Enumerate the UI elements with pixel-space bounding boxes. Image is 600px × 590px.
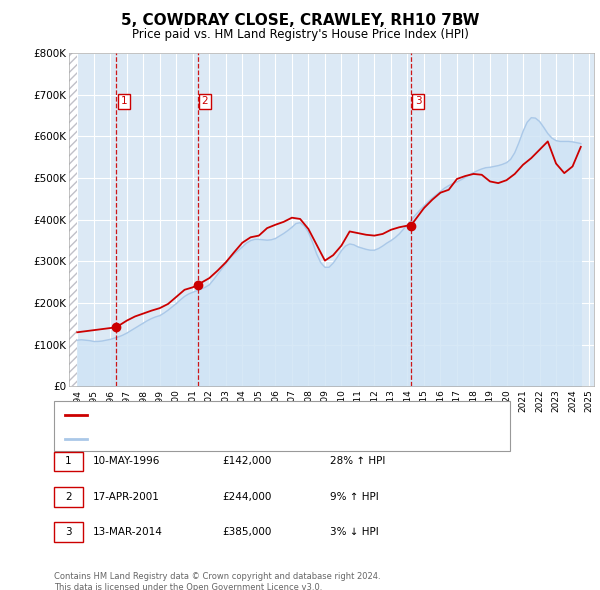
Text: 2: 2	[65, 492, 72, 502]
Text: £385,000: £385,000	[222, 527, 271, 537]
Text: 3% ↓ HPI: 3% ↓ HPI	[330, 527, 379, 537]
Text: 3: 3	[415, 96, 421, 106]
Text: £142,000: £142,000	[222, 457, 271, 466]
Text: HPI: Average price, detached house, Crawley: HPI: Average price, detached house, Craw…	[91, 434, 316, 444]
Text: Price paid vs. HM Land Registry's House Price Index (HPI): Price paid vs. HM Land Registry's House …	[131, 28, 469, 41]
Text: 10-MAY-1996: 10-MAY-1996	[93, 457, 160, 466]
Text: Contains HM Land Registry data © Crown copyright and database right 2024.
This d: Contains HM Land Registry data © Crown c…	[54, 572, 380, 590]
Text: 13-MAR-2014: 13-MAR-2014	[93, 527, 163, 537]
Text: 9% ↑ HPI: 9% ↑ HPI	[330, 492, 379, 502]
Text: 2: 2	[202, 96, 208, 106]
Text: 5, COWDRAY CLOSE, CRAWLEY, RH10 7BW: 5, COWDRAY CLOSE, CRAWLEY, RH10 7BW	[121, 13, 479, 28]
Bar	[69, 53, 77, 386]
Text: 1: 1	[121, 96, 127, 106]
Text: 3: 3	[65, 527, 72, 537]
Text: 5, COWDRAY CLOSE, CRAWLEY, RH10 7BW (detached house): 5, COWDRAY CLOSE, CRAWLEY, RH10 7BW (det…	[91, 410, 394, 420]
Text: 1: 1	[65, 457, 72, 466]
Text: £244,000: £244,000	[222, 492, 271, 502]
Text: 28% ↑ HPI: 28% ↑ HPI	[330, 457, 385, 466]
Text: 17-APR-2001: 17-APR-2001	[93, 492, 160, 502]
